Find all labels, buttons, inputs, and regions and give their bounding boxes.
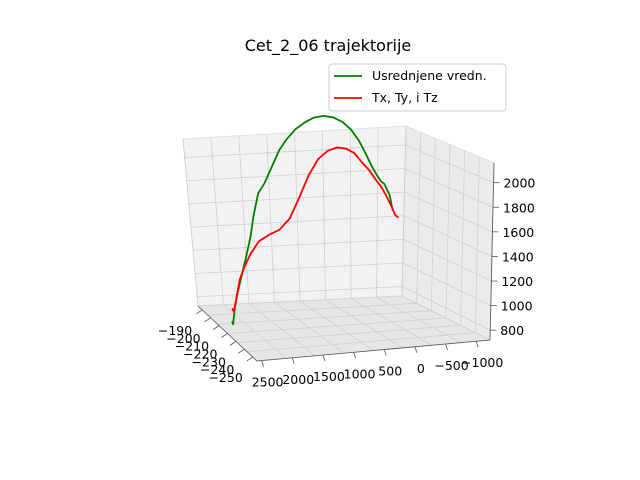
y-tick-label: 1500 — [313, 369, 345, 384]
z-tick-label: 1000 — [501, 299, 533, 314]
z-tick-label: 1600 — [502, 225, 534, 240]
x-tick-label: −200 — [166, 331, 200, 346]
grid-line — [321, 130, 326, 300]
axis-lines — [195, 162, 500, 367]
x-tick-label: −210 — [175, 339, 209, 354]
grid-line — [217, 310, 432, 325]
x-tick-label: −190 — [158, 323, 192, 338]
x-tick — [195, 309, 203, 315]
z-tick-label: 800 — [500, 323, 524, 338]
legend-box — [328, 63, 507, 112]
grid-line — [210, 137, 224, 305]
grid-line — [227, 317, 447, 334]
x-tick-label: −250 — [208, 370, 242, 385]
grid-line — [237, 324, 461, 344]
z-tick-label: 1400 — [502, 249, 534, 264]
x-tick — [229, 341, 237, 346]
grid-line — [247, 332, 476, 353]
y-tick-label: −500 — [434, 358, 468, 373]
grid-line — [294, 132, 301, 302]
y-tick — [322, 354, 326, 362]
y-axis-line — [256, 339, 491, 362]
grid-line — [184, 144, 494, 184]
x-tick-label: −220 — [183, 347, 217, 362]
legend: Usrednjene vredn. Tx, Ty, i Tz — [328, 63, 507, 112]
grid-line — [460, 150, 466, 326]
grid-line — [192, 238, 492, 282]
x-tick — [246, 356, 254, 362]
y-tick-label: 0 — [417, 361, 425, 376]
x-tick — [212, 325, 220, 330]
y-tick-label: 500 — [378, 364, 402, 379]
y-tick-label: 2000 — [282, 372, 314, 387]
y-tick-label: −1000 — [461, 355, 503, 370]
grid-line — [207, 302, 417, 316]
grid-line — [349, 129, 352, 299]
legend-label-green: Usrednjene vredn. — [372, 68, 487, 83]
grid-line — [376, 127, 379, 298]
y-tick — [261, 360, 264, 367]
grid-line — [197, 286, 491, 331]
y-tick-label: 1000 — [344, 366, 376, 381]
tick-labels: −190−200−210−220−230−240−250 250020001500… — [158, 176, 536, 390]
grid-line — [430, 138, 436, 311]
y-tick — [445, 343, 448, 351]
y-tick — [414, 346, 418, 353]
legend-label-red: Tx, Ty, i Tz — [371, 90, 438, 105]
grid-line — [266, 134, 275, 303]
grid-line — [195, 262, 491, 306]
x-tick — [238, 348, 245, 354]
chart-title: Cet_2_06 trajektorije — [245, 36, 412, 56]
series-line-txtytz — [231, 146, 400, 313]
grid-line — [197, 295, 403, 307]
grid-line — [186, 168, 494, 208]
grid-line — [416, 132, 422, 304]
grid-line — [401, 125, 407, 297]
grid-line — [238, 135, 250, 304]
x-tick — [204, 317, 211, 323]
grid-line — [188, 191, 493, 233]
z-tick-label: 1200 — [501, 274, 533, 289]
y-tick — [291, 357, 295, 364]
y-tick — [353, 352, 356, 359]
x-tick-label: −230 — [192, 354, 226, 369]
z-axis-line — [489, 162, 495, 341]
z-tick-label: 1800 — [503, 200, 535, 215]
y-tick — [383, 349, 387, 356]
series-lines — [231, 115, 400, 326]
x-tick-label: −240 — [200, 362, 234, 377]
x-tick — [221, 333, 228, 338]
y-tick-label: 2500 — [252, 375, 284, 390]
grid-line — [190, 215, 493, 257]
z-tick-label: 2000 — [504, 176, 536, 191]
y-tick — [475, 341, 479, 348]
grid-line — [445, 144, 451, 319]
grid-line — [182, 138, 199, 307]
grid-line — [474, 156, 480, 333]
